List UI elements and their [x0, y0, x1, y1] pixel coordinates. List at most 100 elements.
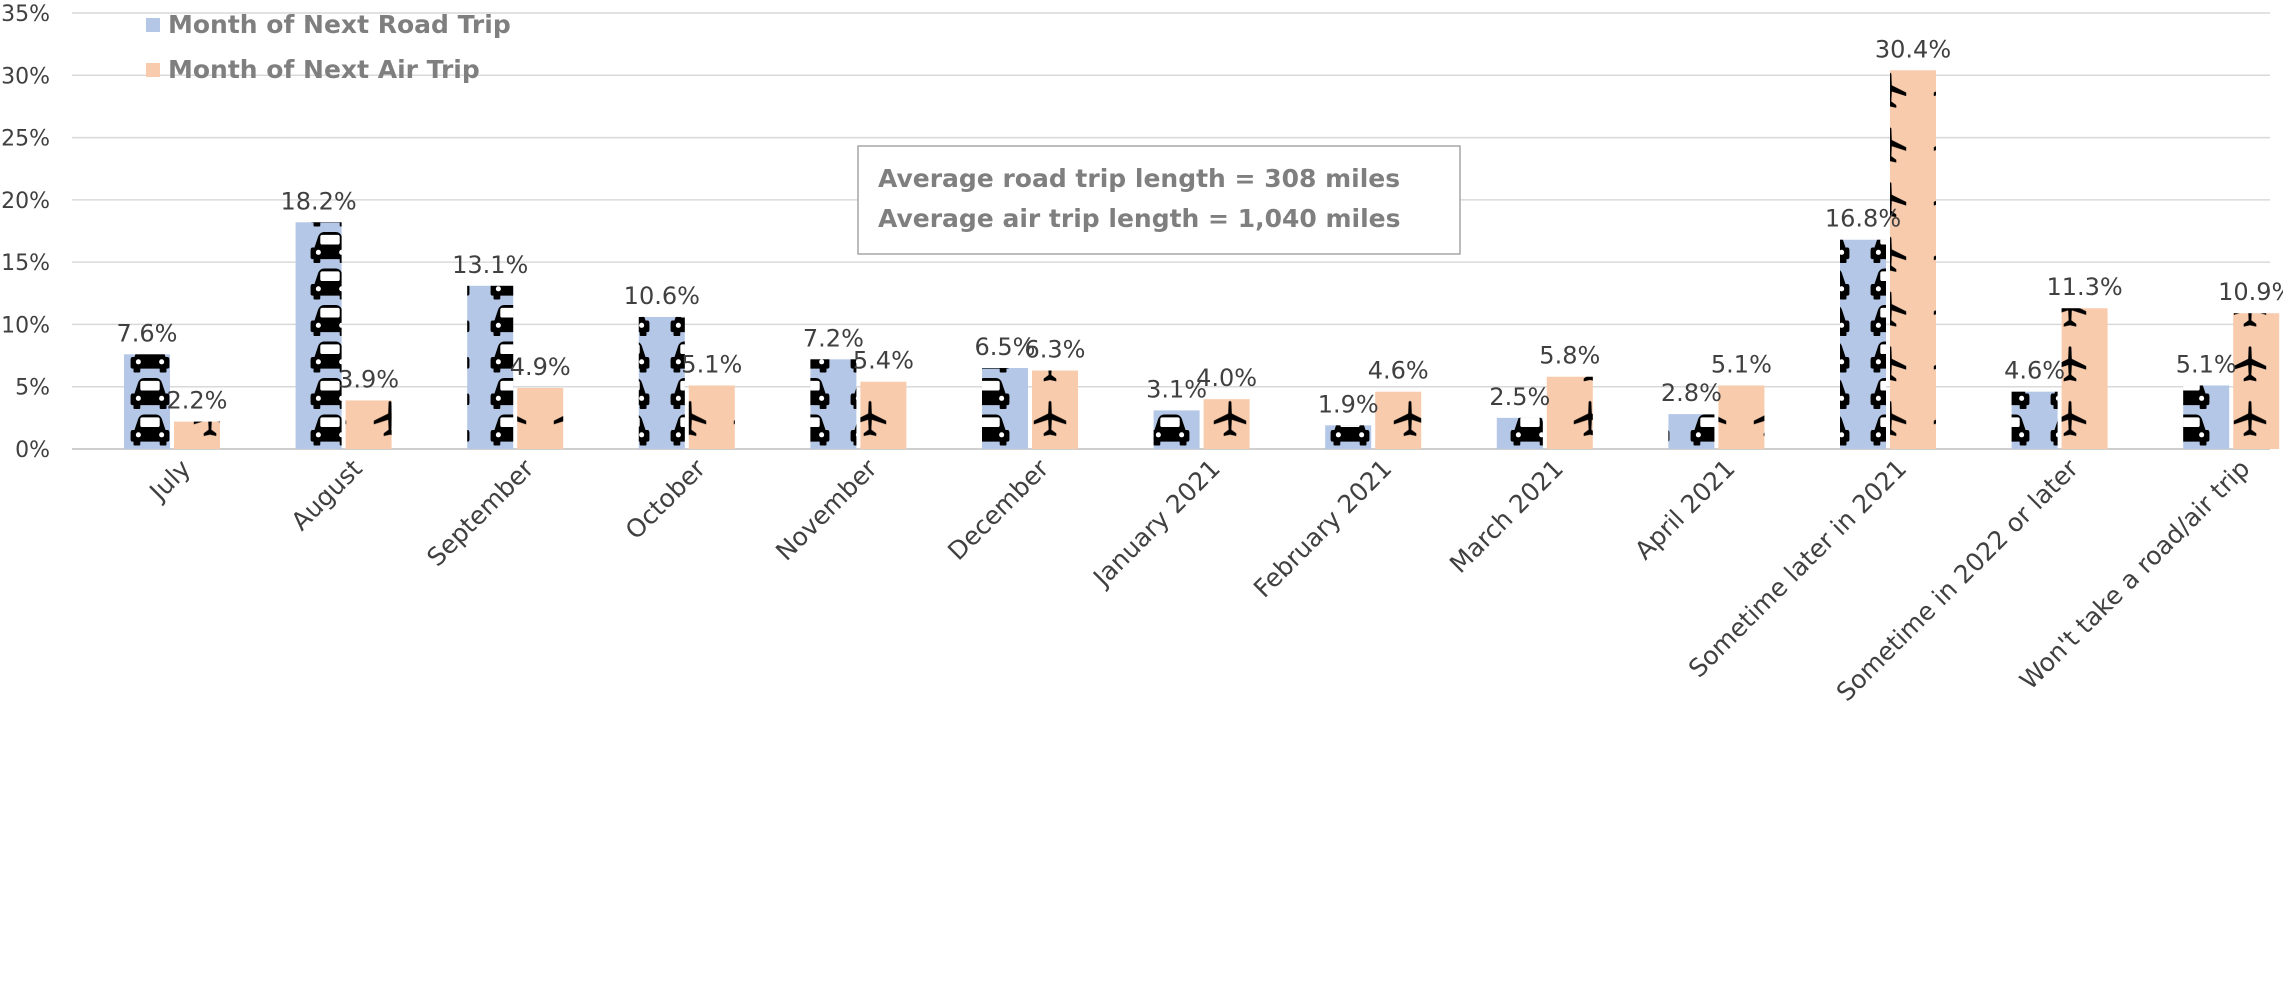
air-trip-bar	[1375, 391, 1422, 449]
road-trip-bar-label: 2.8%	[1661, 379, 1722, 407]
legend: Month of Next Road Trip Month of Next Air…	[146, 10, 511, 84]
car-icon-pattern	[1325, 425, 1372, 449]
airplane-icon-pattern	[860, 381, 907, 449]
road-trip-bar	[638, 316, 685, 449]
air-trip-bar	[688, 385, 735, 449]
road-trip-bar	[295, 222, 342, 449]
road-trip-bar	[2011, 391, 2058, 449]
car-icon-pattern	[982, 368, 1028, 449]
category-label: November	[770, 453, 883, 566]
airplane-icon-pattern	[517, 387, 564, 449]
air-trip-bar-label: 4.0%	[1196, 364, 1257, 392]
car-icon-pattern	[810, 359, 857, 449]
airplane-icon-pattern	[1546, 376, 1593, 449]
bars	[124, 70, 2280, 449]
airplane-icon-pattern	[1032, 370, 1078, 449]
legend-label: Month of Next Air Trip	[168, 55, 480, 84]
air-trip-bar	[2233, 313, 2280, 449]
category-label: March 2021	[1444, 454, 1569, 579]
road-trip-bar-label: 13.1%	[452, 251, 528, 279]
y-tick-label: 20%	[1, 189, 50, 214]
airplane-icon-pattern	[688, 385, 735, 449]
air-trip-bar-label: 2.2%	[167, 387, 228, 415]
car-icon-pattern	[1496, 417, 1543, 449]
road-trip-bar	[1668, 414, 1715, 449]
airplane-icon-pattern	[174, 421, 220, 449]
note-line: Average road trip length = 308 miles	[878, 164, 1400, 193]
air-trip-bar	[860, 381, 907, 449]
note-line: Average air trip length = 1,040 miles	[878, 204, 1401, 233]
road-trip-bar-label: 7.2%	[803, 324, 864, 352]
airplane-icon-pattern	[2233, 313, 2280, 449]
data-labels: 7.6%2.2%18.2%3.9%13.1%4.9%10.6%5.1%7.2%5…	[117, 35, 2283, 418]
air-trip-bar	[345, 400, 392, 449]
road-trip-bar	[1325, 425, 1372, 449]
road-trip-bar-label: 6.5%	[975, 333, 1036, 361]
legend-swatch	[146, 18, 160, 32]
y-axis: 0% 5% 10% 15% 20% 25% 30% 35%	[1, 2, 50, 463]
road-trip-bar-label: 18.2%	[280, 187, 356, 215]
air-trip-bar-label: 4.6%	[1368, 357, 1429, 385]
air-trip-bar-label: 4.9%	[510, 353, 571, 381]
airplane-icon-pattern	[345, 400, 392, 449]
category-label: August	[285, 454, 368, 537]
car-icon-pattern	[638, 316, 685, 449]
legend-label: Month of Next Road Trip	[168, 10, 511, 39]
category-label: December	[942, 453, 1055, 566]
x-axis: July August September October November Decemb…	[143, 453, 2256, 707]
y-tick-label: 30%	[1, 64, 50, 89]
air-trip-bar	[517, 387, 564, 449]
road-trip-bar-label: 1.9%	[1318, 390, 1379, 418]
road-trip-bar-label: 3.1%	[1146, 375, 1207, 403]
y-tick-label: 0%	[15, 438, 50, 463]
car-icon-pattern	[467, 285, 514, 449]
air-trip-bar-label: 10.9%	[2218, 278, 2283, 306]
air-trip-bar	[174, 421, 220, 449]
car-icon-pattern	[2011, 391, 2058, 449]
air-trip-bar	[1890, 70, 1936, 449]
car-icon-pattern	[1668, 414, 1715, 449]
road-trip-bar-label: 4.6%	[2004, 357, 2065, 385]
air-trip-bar	[1546, 376, 1593, 449]
category-label: February 2021	[1248, 454, 1397, 603]
average-trip-note: Average road trip length = 308 miles Aver…	[857, 145, 1461, 255]
airplane-icon-pattern	[2061, 308, 2108, 449]
airplane-icon-pattern	[1375, 391, 1422, 449]
air-trip-bar-label: 5.4%	[853, 347, 914, 375]
air-trip-bar	[1032, 370, 1078, 449]
air-trip-bar	[1718, 385, 1765, 449]
road-trip-bar	[1153, 410, 1200, 449]
air-trip-bar-label: 3.9%	[338, 365, 399, 393]
road-trip-bar-label: 16.8%	[1825, 205, 1901, 233]
car-icon-pattern	[2183, 385, 2230, 449]
category-label: July	[143, 454, 197, 508]
y-tick-label: 10%	[1, 313, 50, 338]
category-label: October	[620, 453, 712, 545]
air-trip-bar	[1203, 399, 1250, 449]
road-trip-bar	[467, 285, 514, 449]
air-trip-bar-label: 5.8%	[1539, 342, 1600, 370]
air-trip-bar-label: 11.3%	[2046, 273, 2122, 301]
legend-swatch	[146, 63, 160, 77]
y-tick-label: 35%	[1, 2, 50, 27]
road-trip-bar	[982, 368, 1028, 449]
category-label: January 2021	[1086, 454, 1226, 594]
road-trip-bar	[2183, 385, 2230, 449]
legend-item: Month of Next Road Trip	[146, 10, 511, 39]
road-trip-bar-label: 7.6%	[117, 319, 178, 347]
air-trip-bar-label: 30.4%	[1875, 35, 1951, 63]
airplane-icon-pattern	[1203, 399, 1250, 449]
airplane-icon-pattern	[1718, 385, 1765, 449]
air-trip-bar-label: 5.1%	[681, 350, 742, 378]
road-trip-bar-label: 2.5%	[1489, 383, 1550, 411]
road-trip-bar	[810, 359, 857, 449]
air-trip-bar-label: 6.3%	[1025, 336, 1086, 364]
category-label: April 2021	[1629, 454, 1741, 566]
road-trip-bar-label: 5.1%	[2176, 350, 2237, 378]
y-tick-label: 5%	[15, 376, 50, 401]
air-trip-bar-label: 5.1%	[1711, 350, 1772, 378]
car-icon-pattern	[124, 354, 170, 449]
y-tick-label: 15%	[1, 251, 50, 276]
category-label: September	[421, 453, 540, 572]
